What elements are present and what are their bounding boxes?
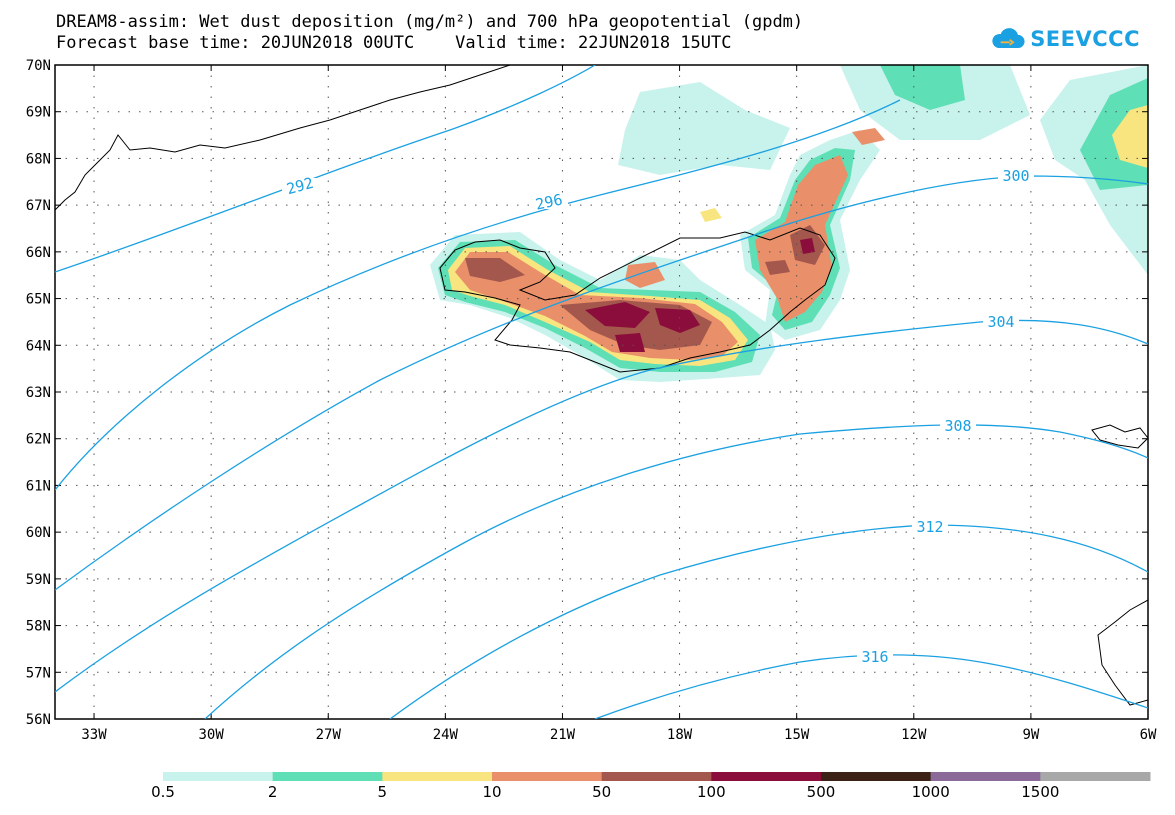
lat-label: 64N — [26, 338, 51, 354]
latitude-labels: 70N 69N 68N 67N 66N 65N 64N 63N 62N 61N 60N 59N 58N 5… — [26, 58, 51, 728]
lon-label: 33W — [81, 727, 107, 743]
lon-label: 30W — [198, 727, 224, 743]
lat-label: 56N — [26, 712, 51, 728]
contour-308 — [204, 424, 1148, 719]
colorbar-segment — [1040, 772, 1151, 781]
colorbar-label: 50 — [592, 783, 612, 801]
colorbar-label: 10 — [482, 783, 502, 801]
lon-label: 12W — [901, 727, 927, 743]
contour-labels: 292 296 300 304 308 312 316 — [282, 167, 1034, 666]
colorbar — [163, 772, 1151, 781]
contour-300 — [55, 175, 1148, 591]
lat-label: 67N — [26, 198, 51, 214]
dust-band-brown — [465, 258, 712, 350]
contour-label-316: 316 — [861, 648, 888, 666]
dust-spot-3 — [700, 208, 722, 222]
colorbar-segment — [930, 772, 1041, 781]
lat-label: 70N — [26, 58, 51, 74]
map-subtitle: Forecast base time: 20JUN2018 00UTC Vali… — [56, 33, 732, 53]
coastline-iceland — [439, 227, 836, 373]
colorbar-label: 0.5 — [151, 783, 175, 801]
lat-label: 59N — [26, 572, 51, 588]
colorbar-label: 100 — [697, 783, 726, 801]
lat-label: 66N — [26, 245, 51, 261]
lat-label: 61N — [26, 478, 51, 494]
lon-label: 15W — [784, 727, 810, 743]
contour-312 — [389, 524, 1148, 719]
dust-band-maroon — [585, 302, 700, 352]
colorbar-label: 5 — [377, 783, 388, 801]
dust-plume-ne-brown — [765, 225, 825, 275]
lat-label: 69N — [26, 105, 51, 121]
colorbar-label: 500 — [806, 783, 836, 801]
contour-304 — [55, 319, 1148, 693]
lat-label: 57N — [26, 665, 51, 681]
colorbar-segment — [272, 772, 383, 781]
dust-shade-east-3 — [1112, 105, 1148, 168]
contour-label-308: 308 — [944, 417, 971, 435]
lon-label: 21W — [550, 727, 576, 743]
lat-label: 60N — [26, 525, 51, 541]
logo-text: SEEVCCC — [1030, 27, 1140, 51]
lon-label: 18W — [667, 727, 693, 743]
graticule — [55, 65, 1148, 719]
dust-plume-ne-maroon — [800, 238, 815, 254]
colorbar-segment — [163, 772, 274, 781]
lat-label: 65N — [26, 292, 51, 308]
coastline-faroe — [1091, 424, 1148, 449]
colorbar-segment — [492, 772, 603, 781]
contour-292 — [55, 65, 596, 273]
coastlines — [55, 65, 1148, 706]
dust-deposition-field — [430, 65, 1148, 382]
lon-label: 24W — [433, 727, 459, 743]
lat-label: 68N — [26, 151, 51, 167]
coastline-scotland — [1097, 599, 1148, 706]
axis-ticks — [55, 64, 1149, 720]
dust-shade-north-green — [880, 65, 965, 110]
lon-label: 9W — [1022, 727, 1039, 743]
lat-label: 58N — [26, 619, 51, 635]
colorbar-label: 1500 — [1021, 783, 1060, 801]
contour-label-296: 296 — [534, 190, 564, 213]
map-title: DREAM8-assim: Wet dust deposition (mg/m²… — [56, 12, 804, 32]
lat-label: 63N — [26, 385, 51, 401]
lon-label: 27W — [316, 727, 342, 743]
coastline-greenland — [55, 65, 511, 211]
colorbar-segment — [711, 772, 822, 781]
contour-label-312: 312 — [916, 518, 943, 536]
contour-296 — [55, 99, 901, 491]
colorbar-label: 1000 — [911, 783, 950, 801]
dust-shade-north — [618, 82, 790, 175]
colorbar-segment — [821, 772, 932, 781]
longitude-labels: 33W 30W 27W 24W 21W 18W 15W 12W 9W 6W — [81, 727, 1157, 743]
seevccc-logo: SEEVCCC — [990, 22, 1140, 56]
cloud-icon — [992, 28, 1025, 49]
contour-label-292: 292 — [285, 174, 316, 198]
contour-label-304: 304 — [987, 313, 1014, 331]
contour-label-300: 300 — [1002, 167, 1029, 185]
dust-spot-1 — [852, 128, 885, 145]
lat-label: 62N — [26, 432, 51, 448]
colorbar-segment — [382, 772, 493, 781]
colorbar-label: 2 — [267, 783, 278, 801]
lon-label: 6W — [1140, 727, 1157, 743]
colorbar-segment — [601, 772, 712, 781]
